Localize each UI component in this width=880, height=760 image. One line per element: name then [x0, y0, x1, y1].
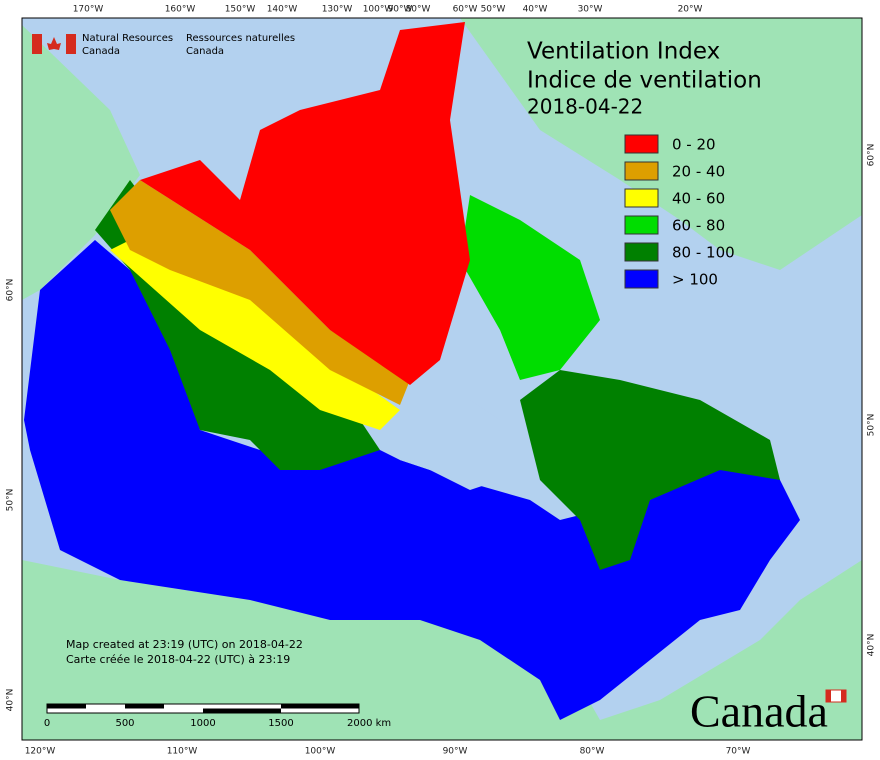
legend-swatch — [624, 215, 659, 235]
graticule-top: 60°W — [453, 5, 478, 15]
zone-lightgreen — [460, 195, 600, 380]
graticule-bottom: 70°W — [726, 747, 751, 757]
legend-label: 20 - 40 — [672, 163, 725, 181]
graticule-left: 40°N — [6, 689, 16, 712]
graticule-bottom: 100°W — [305, 747, 336, 757]
legend-label: 60 - 80 — [672, 217, 725, 235]
graticule-top: 30°W — [578, 5, 603, 15]
zone-darkgreen-east — [520, 370, 780, 570]
graticule-top: 90°W — [388, 5, 413, 15]
legend-swatch — [624, 269, 659, 289]
graticule-right: 40°N — [867, 634, 877, 657]
graticule-top: 80°W — [406, 5, 431, 15]
scale-label: 1000 — [190, 718, 215, 729]
scale-seg — [281, 704, 359, 709]
zone-red — [140, 22, 470, 385]
scale-label: 500 — [115, 718, 134, 729]
graticule-top: 40°W — [523, 5, 548, 15]
flag-left — [32, 34, 42, 54]
graticule-right: 50°N — [867, 414, 877, 437]
legend-label: 40 - 60 — [672, 190, 725, 208]
graticule-left: 60°N — [6, 279, 16, 302]
graticule-bottom: 110°W — [167, 747, 198, 757]
alaska — [22, 25, 140, 300]
country-fr: Canada — [186, 46, 224, 57]
zone-orange — [110, 180, 410, 405]
scale-seg — [125, 704, 164, 709]
graticule-top: 150°W — [225, 5, 256, 15]
zone-yellow — [110, 230, 400, 430]
title-en: Ventilation Index — [527, 39, 720, 65]
scale-seg — [47, 704, 86, 709]
greenland — [460, 18, 862, 270]
wordmark: Canada — [690, 686, 828, 737]
graticule-bottom: 120°W — [25, 747, 56, 757]
legend-swatch — [624, 242, 659, 262]
legend-label: 80 - 100 — [672, 244, 735, 262]
scale-label: 1500 — [268, 718, 293, 729]
graticule-top: 170°W — [73, 5, 104, 15]
graticule-top: 100°W — [363, 5, 394, 15]
zone-blue — [24, 240, 800, 720]
credit-fr: Carte créée le 2018-04-22 (UTC) à 23:19 — [66, 653, 290, 666]
wordmark-flag-bar — [841, 690, 846, 702]
legend-swatch — [624, 188, 659, 208]
flag-right — [66, 34, 76, 54]
agency-en: Natural Resources — [82, 33, 173, 44]
graticule-left: 50°N — [6, 489, 16, 512]
graticule-bottom: 80°W — [580, 747, 605, 757]
graticule-top: 160°W — [165, 5, 196, 15]
graticule-top: 130°W — [322, 5, 353, 15]
hudson-bay — [390, 400, 520, 490]
graticule-top: 50°W — [481, 5, 506, 15]
frame — [21, 17, 863, 741]
usa — [22, 560, 862, 740]
graticule-top: 140°W — [267, 5, 298, 15]
graticule-right: 60°N — [867, 144, 877, 167]
title-fr: Indice de ventilation — [527, 68, 762, 94]
scale-label: 2000 km — [347, 718, 391, 729]
scale-label: 0 — [44, 718, 50, 729]
graticule-bottom: 90°W — [443, 747, 468, 757]
agency-fr: Ressources naturelles — [186, 33, 295, 44]
country-en: Canada — [82, 46, 120, 57]
legend-swatch — [624, 134, 659, 154]
scale-seg — [203, 708, 281, 713]
title-date: 2018-04-22 — [527, 95, 643, 119]
legend-label: > 100 — [672, 271, 718, 289]
credit-en: Map created at 23:19 (UTC) on 2018-04-22 — [66, 638, 303, 651]
flag-leaf — [47, 37, 61, 50]
legend-swatch — [624, 161, 659, 181]
wordmark-flag-bar — [826, 690, 831, 702]
legend-label: 0 - 20 — [672, 136, 716, 154]
graticule-top: 20°W — [678, 5, 703, 15]
